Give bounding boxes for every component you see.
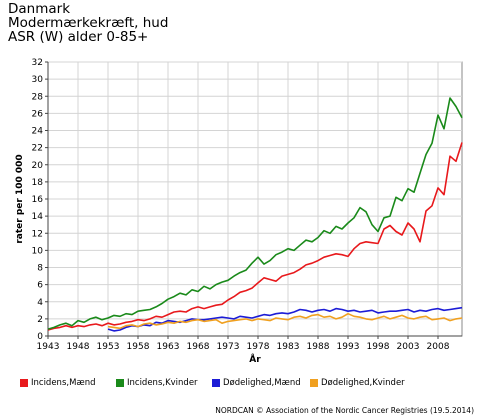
- legend-label: Incidens,Mænd: [31, 378, 96, 388]
- x-axis-title: År: [249, 354, 261, 365]
- x-tick-label: 1993: [337, 342, 360, 352]
- legend-swatch: [310, 379, 318, 387]
- y-tick-label: 24: [32, 127, 44, 137]
- series-lines: [47, 97, 463, 332]
- y-tick-label: 16: [32, 195, 44, 205]
- footer-credit: NORDCAN © Association of the Nordic Canc…: [215, 406, 474, 415]
- y-tick-label: 12: [32, 229, 43, 239]
- legend-swatch: [20, 379, 28, 387]
- series-line-0: [47, 142, 463, 331]
- y-tick-label: 10: [32, 246, 44, 256]
- series-line-1: [47, 97, 463, 330]
- y-tick-label: 22: [32, 144, 43, 154]
- legend-swatch: [116, 379, 124, 387]
- y-tick-label: 28: [32, 92, 44, 102]
- x-tick-label: 1963: [157, 342, 180, 352]
- x-tick-label: 1988: [307, 342, 330, 352]
- x-tick-label: 2008: [427, 342, 450, 352]
- y-tick-label: 14: [32, 212, 44, 222]
- x-tick-label: 2003: [397, 342, 420, 352]
- chart-title-country: Danmark: [8, 1, 71, 17]
- x-tick-label: 1943: [37, 342, 60, 352]
- x-tick-label: 1983: [277, 342, 300, 352]
- y-axis-title: rater per 100 000: [15, 154, 25, 243]
- legend-swatch: [212, 379, 220, 387]
- x-tick-label: 1973: [217, 342, 240, 352]
- x-tick-label: 1968: [187, 342, 210, 352]
- x-tick-label: 1958: [127, 342, 150, 352]
- legend-item: Dødelighed,Kvinder: [310, 378, 405, 388]
- legend-label: Incidens,Kvinder: [127, 378, 198, 388]
- x-tick-label: 1948: [67, 342, 90, 352]
- chart-title-block: Danmark Modermærkekræft, hud ASR (W) ald…: [8, 2, 168, 44]
- y-tick-label: 8: [37, 264, 43, 274]
- legend-item: Incidens,Kvinder: [116, 378, 198, 388]
- x-tick-label: 1978: [247, 342, 270, 352]
- legend-item: Dødelighed,Mænd: [212, 378, 301, 388]
- chart-subtitle-measure: ASR (W) alder 0-85+: [8, 29, 149, 45]
- legend-item: Incidens,Mænd: [20, 378, 96, 388]
- chart-title-cancer: Modermærkekræft, hud: [8, 15, 169, 31]
- series-line-2: [107, 306, 463, 332]
- y-tick-label: 32: [32, 58, 43, 68]
- y-tick-label: 6: [37, 281, 43, 291]
- y-tick-label: 0: [37, 332, 43, 342]
- legend-label: Dødelighed,Kvinder: [321, 378, 405, 388]
- x-tick-label: 1998: [367, 342, 390, 352]
- grid-lines: [47, 61, 463, 337]
- y-tick-label: 30: [32, 75, 44, 85]
- series-line-3: [107, 312, 463, 330]
- chart-legend: Incidens,Mænd Incidens,Kvinder Dødelighed,…: [20, 378, 480, 392]
- y-tick-label: 4: [37, 298, 43, 308]
- y-tick-label: 2: [37, 315, 43, 325]
- y-tick-label: 26: [32, 109, 44, 119]
- legend-label: Dødelighed,Mænd: [223, 378, 301, 388]
- y-tick-label: 18: [32, 178, 44, 188]
- y-tick-label: 20: [32, 161, 44, 171]
- x-tick-label: 1953: [97, 342, 120, 352]
